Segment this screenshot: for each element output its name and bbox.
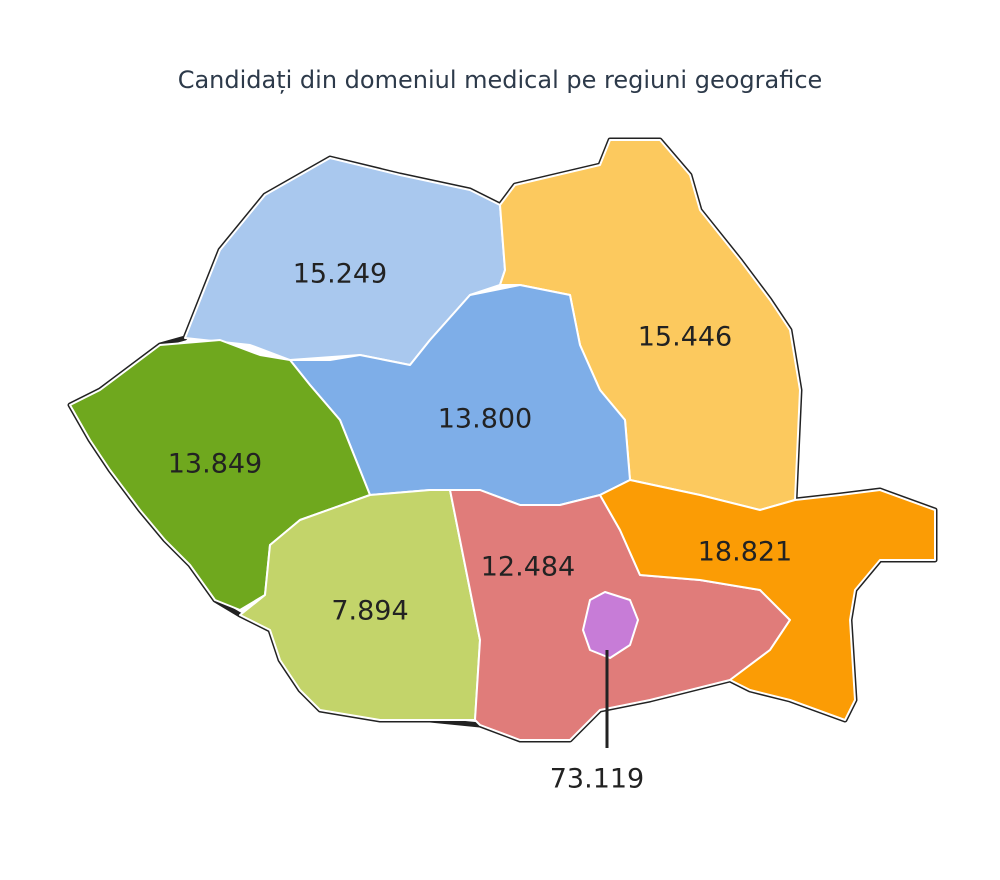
region-label: 13.800 (438, 404, 532, 435)
region-label: 18.821 (698, 537, 792, 568)
region-label: 13.849 (168, 449, 262, 480)
region-label: 7.894 (331, 596, 408, 627)
region (599, 479, 936, 721)
region-label: 15.249 (293, 259, 387, 290)
region-label: 12.484 (481, 552, 575, 583)
map-title: Candidați din domeniul medical pe regiun… (178, 66, 823, 94)
region (582, 591, 639, 659)
region-label: 73.119 (550, 764, 644, 795)
region (239, 489, 481, 721)
region-label: 15.446 (638, 322, 732, 353)
